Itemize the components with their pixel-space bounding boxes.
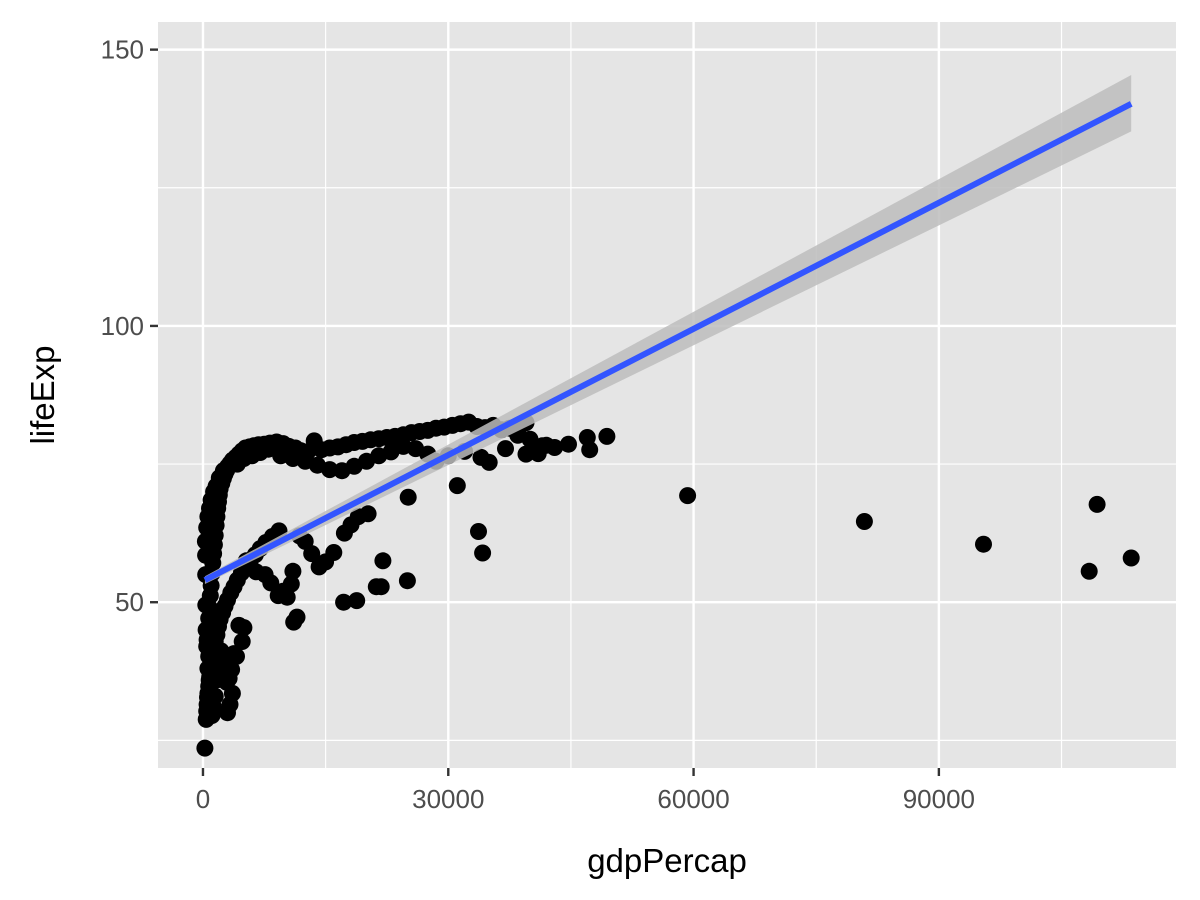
x-tick-label: 60000 [657,784,729,814]
data-point [975,535,992,553]
x-axis-title: gdpPercap [587,842,747,879]
data-point [285,613,303,631]
data-point [855,513,873,530]
confidence-ribbon [204,75,1132,584]
x-tick-label: 0 [196,784,210,814]
data-point [474,544,492,562]
y-axis-ticks: 50 100 150 [101,35,158,617]
data-point [247,563,265,581]
data-point [348,592,366,610]
data-point [321,461,339,479]
y-tick-label: 50 [115,587,144,617]
data-point [399,488,417,506]
x-tick-label: 30000 [412,784,484,814]
data-point [230,616,248,634]
data-point [679,487,697,505]
data-point [517,445,535,463]
data-point [480,453,498,471]
data-point [581,441,599,459]
data-point [198,637,216,655]
y-tick-label: 100 [101,311,144,341]
data-point [398,572,416,590]
y-axis-title: lifeExp [24,345,61,444]
data-point [201,676,219,694]
data-point [284,562,302,580]
data-point [598,427,616,445]
data-point [197,621,215,639]
data-point [335,593,353,611]
data-point [470,523,487,540]
data-point [367,578,385,596]
data-point [196,739,214,757]
data-point [199,660,217,677]
data-point [203,707,221,724]
data-point [1088,495,1106,513]
data-point [537,436,555,454]
data-point [197,546,215,564]
data-point [374,552,392,570]
data-point [1122,549,1140,567]
data-point [335,524,353,542]
data-point [197,596,215,614]
data-point [233,633,251,650]
data-point [560,435,577,453]
data-point [1080,562,1098,580]
major-gridlines [158,22,1176,768]
data-point [269,587,287,605]
x-axis-ticks: 0 30000 60000 90000 [196,768,975,814]
data-point [310,558,328,576]
data-point [497,440,514,458]
fit-line [203,101,1133,583]
data-point [225,645,243,663]
x-tick-label: 90000 [903,784,975,814]
y-tick-label: 150 [101,35,144,65]
data-point [196,532,214,550]
data-point [448,477,466,495]
